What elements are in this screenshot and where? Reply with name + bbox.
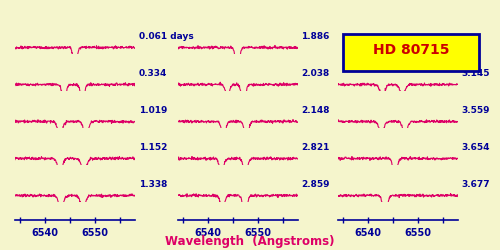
Text: 3.559: 3.559 — [461, 106, 490, 115]
Text: 3.654: 3.654 — [461, 143, 490, 152]
Text: 1.886: 1.886 — [301, 32, 330, 41]
Text: 1.338: 1.338 — [138, 180, 167, 189]
Text: 1.152: 1.152 — [138, 143, 167, 152]
FancyBboxPatch shape — [344, 34, 479, 72]
Text: 2.148: 2.148 — [301, 106, 330, 115]
Text: 2.038: 2.038 — [301, 69, 330, 78]
Text: 1.019: 1.019 — [138, 106, 167, 115]
Text: 3.145: 3.145 — [461, 69, 490, 78]
Text: 0.061 days: 0.061 days — [138, 32, 194, 41]
Text: 3.677: 3.677 — [461, 180, 490, 189]
Text: HD 80715: HD 80715 — [373, 43, 450, 57]
Text: 0.334: 0.334 — [138, 69, 167, 78]
Text: 2.859: 2.859 — [301, 180, 330, 189]
Text: 2.821: 2.821 — [301, 143, 330, 152]
Text: Wavelength  (Angstroms): Wavelength (Angstroms) — [165, 234, 335, 248]
